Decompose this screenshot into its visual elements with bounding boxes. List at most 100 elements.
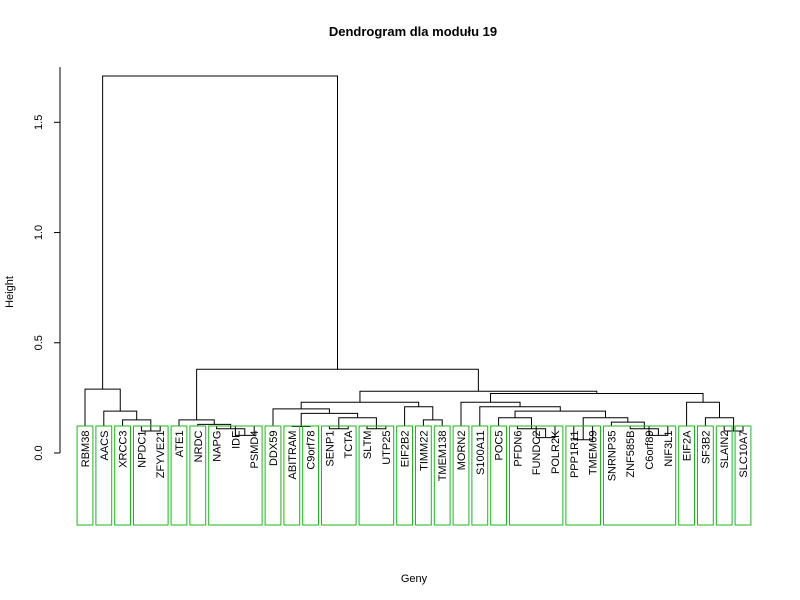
dendrogram-branch xyxy=(686,401,720,427)
leaf-label: SLTM xyxy=(362,431,374,460)
cluster-rectangle xyxy=(715,425,733,526)
cluster-rectangle xyxy=(396,425,414,526)
leaf-label: TMEM138 xyxy=(437,431,449,482)
dendrogram-branch xyxy=(514,410,607,418)
leaf-label: SF3B2 xyxy=(700,431,712,465)
cluster-rectangle xyxy=(678,425,696,526)
cluster-rectangle xyxy=(415,425,432,526)
dendrogram-tree xyxy=(84,75,744,441)
cluster-rectangle xyxy=(565,425,602,526)
cluster-rectangle xyxy=(283,425,301,526)
leaf-label: SLC10A7 xyxy=(738,431,750,478)
dendrogram-branch xyxy=(648,426,669,436)
leaf-labels: RBM38 AACS XRCC3 NPDC1 ZFYVE21 ATE1 NRDC NAPG ID… xyxy=(80,430,750,481)
dendrogram-branch xyxy=(422,419,443,427)
dendrogram-branch xyxy=(573,426,594,441)
dendrogram-branch xyxy=(490,392,704,403)
leaf-label: AACS xyxy=(99,431,111,461)
cluster-rectangle xyxy=(189,425,207,526)
leaf-label: EIF2B2 xyxy=(400,431,412,468)
leaf-label: NIF3L1 xyxy=(663,431,675,467)
leaf-label: FUNDC2 xyxy=(531,431,543,476)
y-tick-label: 1.0 xyxy=(33,225,45,240)
dendrogram-branch xyxy=(178,419,215,427)
dendrogram-branch xyxy=(366,426,387,430)
cluster-rectangle xyxy=(264,425,282,526)
leaf-label: PSMD4 xyxy=(249,431,261,469)
leaf-label: NRDC xyxy=(193,430,205,462)
y-tick-label: 0.5 xyxy=(33,335,45,350)
leaf-label: PFDN6 xyxy=(512,431,524,467)
cluster-rectangles xyxy=(76,425,752,526)
leaf-label: POLR2K xyxy=(550,430,562,474)
dendrogram-branch xyxy=(102,75,338,390)
leaf-label: ABITRAM xyxy=(287,431,299,480)
leaf-label: MORN2 xyxy=(456,431,468,471)
cluster-rectangle xyxy=(433,425,451,526)
y-tick-label: 0.0 xyxy=(33,445,45,460)
leaf-label: C6orf89 xyxy=(644,431,656,470)
dendrogram-branch xyxy=(234,426,255,436)
chart-title: Dendrogram dla modułu 19 xyxy=(329,24,497,39)
dendrogram-branch xyxy=(216,426,246,436)
leaf-label: IDE xyxy=(230,431,242,449)
leaf-label: RBM38 xyxy=(80,431,92,468)
leaf-label: UTP25 xyxy=(381,431,393,465)
leaf-label: NAPG xyxy=(212,431,224,462)
y-tick-label: 1.5 xyxy=(33,115,45,130)
dendrogram-branch xyxy=(479,406,561,427)
dendrogram-branch xyxy=(103,410,138,427)
dendrogram-branch xyxy=(404,406,434,427)
dendrogram-branch xyxy=(196,368,479,420)
cluster-rectangle xyxy=(76,425,94,526)
y-axis-label: Height xyxy=(4,276,16,308)
dendrogram-branch xyxy=(328,426,349,430)
dendrogram-branch xyxy=(338,417,377,429)
dendrogram-branch xyxy=(516,426,547,438)
cluster-rectangle xyxy=(358,425,395,526)
cluster-rectangle xyxy=(603,425,677,526)
cluster-rectangle xyxy=(697,425,714,526)
cluster-rectangle xyxy=(734,425,752,526)
cluster-rectangle xyxy=(509,425,564,526)
leaf-label: SNRNP35 xyxy=(606,431,618,482)
dendrogram-branch xyxy=(300,412,359,427)
cluster-rectangle xyxy=(170,425,188,526)
dendrogram-branch xyxy=(300,401,420,409)
leaf-label: EIF2A xyxy=(682,430,694,461)
leaf-label: S100A11 xyxy=(475,431,487,475)
dendrogram-branch xyxy=(704,417,735,431)
dendrogram-branch xyxy=(610,421,645,429)
cluster-rectangle xyxy=(302,425,320,526)
leaf-label: TMEM69 xyxy=(588,431,600,476)
cluster-rectangle xyxy=(114,425,131,526)
leaf-label: C9orf78 xyxy=(306,431,318,470)
dendrogram-branch xyxy=(122,419,152,431)
cluster-rectangle xyxy=(321,425,357,526)
dendrogram-branch xyxy=(197,423,232,429)
leaf-label: ZNF585B xyxy=(625,431,637,478)
dendrogram-branch xyxy=(629,426,659,436)
leaf-label: NPDC1 xyxy=(136,431,148,468)
leaf-label: ZFYVE21 xyxy=(155,431,167,479)
leaf-label: ATE1 xyxy=(174,431,186,458)
cluster-rectangle xyxy=(490,425,508,526)
leaf-label: SENP1 xyxy=(324,431,336,467)
cluster-rectangle xyxy=(452,425,470,526)
cluster-rectangle xyxy=(208,425,263,526)
leaf-label: TCTA xyxy=(343,430,355,459)
leaf-label: POC5 xyxy=(494,431,506,461)
x-axis-label: Geny xyxy=(401,573,428,585)
y-axis: 0.0 0.5 1.0 1.5 xyxy=(33,67,61,461)
leaf-label: XRCC3 xyxy=(118,431,130,468)
leaf-label: DDX59 xyxy=(268,431,280,466)
dendrogram-branch xyxy=(359,390,598,403)
cluster-rectangle xyxy=(133,425,169,526)
dendrogram-branch xyxy=(460,401,521,427)
leaf-label: SLAIN2 xyxy=(719,431,731,469)
cluster-rectangle xyxy=(95,425,113,526)
leaf-label: TIMM22 xyxy=(418,431,430,471)
dendrogram-branch xyxy=(498,417,532,429)
dendrogram-branch xyxy=(84,388,121,427)
